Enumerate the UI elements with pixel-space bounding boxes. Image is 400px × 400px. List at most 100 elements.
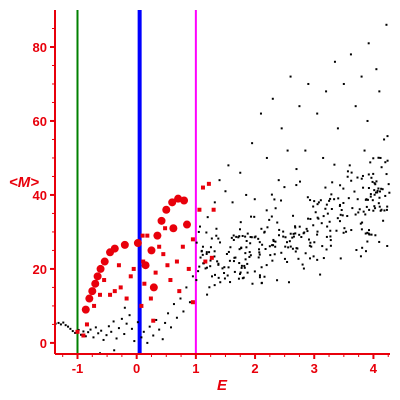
data-point bbox=[263, 275, 266, 278]
data-point bbox=[251, 142, 254, 145]
data-point bbox=[309, 218, 312, 221]
data-point-red-square bbox=[186, 266, 191, 271]
data-point bbox=[289, 232, 292, 235]
data-point bbox=[360, 177, 363, 180]
data-point bbox=[383, 138, 386, 141]
data-point bbox=[280, 251, 283, 254]
data-point bbox=[317, 201, 320, 204]
data-point bbox=[205, 251, 208, 254]
data-point bbox=[286, 260, 289, 263]
data-point bbox=[316, 203, 319, 206]
data-point bbox=[271, 259, 274, 262]
data-point-red-circle bbox=[100, 257, 109, 266]
data-point bbox=[280, 127, 283, 130]
data-point bbox=[265, 264, 268, 267]
data-point bbox=[161, 338, 164, 341]
data-point bbox=[218, 179, 221, 182]
data-point bbox=[228, 259, 231, 262]
data-point bbox=[289, 245, 292, 248]
data-point bbox=[238, 262, 241, 265]
data-point bbox=[379, 209, 382, 212]
data-point bbox=[128, 314, 131, 317]
data-point bbox=[284, 236, 287, 239]
data-point bbox=[304, 149, 307, 152]
data-point bbox=[322, 257, 325, 260]
data-point bbox=[349, 53, 352, 56]
data-point bbox=[185, 286, 188, 289]
data-point bbox=[215, 227, 218, 230]
data-point bbox=[361, 221, 364, 224]
data-point bbox=[148, 325, 151, 328]
data-point bbox=[239, 171, 242, 174]
data-point bbox=[223, 277, 226, 280]
data-point bbox=[80, 333, 83, 336]
data-point bbox=[357, 211, 360, 214]
data-point bbox=[378, 205, 381, 208]
data-point bbox=[329, 244, 332, 247]
data-point bbox=[319, 273, 322, 276]
y-tick-label: 20 bbox=[33, 262, 47, 277]
data-point bbox=[372, 172, 375, 175]
data-point bbox=[57, 321, 60, 324]
data-point bbox=[238, 228, 241, 231]
data-point bbox=[201, 253, 204, 256]
data-point bbox=[338, 220, 341, 223]
data-point bbox=[375, 180, 378, 183]
data-point-red-square bbox=[177, 289, 182, 294]
data-point-red-square bbox=[102, 278, 107, 283]
data-point bbox=[361, 246, 364, 249]
data-point bbox=[232, 238, 235, 241]
x-tick-label: 2 bbox=[251, 361, 258, 376]
data-point bbox=[266, 226, 269, 229]
data-point bbox=[376, 191, 379, 194]
data-point bbox=[381, 188, 384, 191]
data-point bbox=[326, 212, 329, 215]
x-tick-label: 3 bbox=[311, 361, 318, 376]
data-point-red-circle bbox=[169, 224, 178, 233]
data-point bbox=[329, 229, 332, 232]
data-point bbox=[260, 281, 263, 284]
data-point bbox=[263, 231, 266, 234]
data-point bbox=[365, 198, 368, 201]
data-point bbox=[231, 201, 234, 204]
data-point bbox=[197, 230, 200, 233]
data-point bbox=[133, 340, 136, 343]
data-point bbox=[367, 42, 370, 45]
data-point-red-square bbox=[131, 266, 136, 271]
data-point bbox=[217, 276, 220, 279]
data-point bbox=[321, 245, 324, 248]
data-point-red-circle bbox=[81, 305, 90, 314]
data-point bbox=[240, 264, 243, 267]
data-point bbox=[361, 174, 364, 177]
data-point bbox=[294, 225, 297, 228]
data-point bbox=[213, 273, 216, 276]
data-point-red-circle bbox=[141, 261, 150, 270]
data-point bbox=[232, 234, 235, 237]
data-point-red-square bbox=[92, 303, 97, 308]
data-point bbox=[206, 216, 209, 219]
data-point bbox=[274, 240, 277, 243]
data-point bbox=[175, 316, 178, 319]
data-point-red-circle bbox=[133, 239, 142, 248]
data-point bbox=[368, 229, 371, 232]
data-point bbox=[227, 250, 230, 253]
data-point bbox=[97, 332, 100, 335]
data-point bbox=[289, 75, 292, 78]
data-point bbox=[366, 198, 369, 201]
data-point bbox=[94, 326, 97, 329]
data-point bbox=[356, 198, 359, 201]
data-point bbox=[253, 198, 256, 201]
data-point bbox=[374, 234, 377, 237]
data-point bbox=[273, 253, 276, 256]
data-point bbox=[384, 194, 387, 197]
data-point bbox=[146, 341, 149, 344]
data-point bbox=[213, 250, 216, 253]
data-point bbox=[324, 186, 327, 189]
data-point-red-square bbox=[118, 285, 123, 290]
data-point-red-square bbox=[112, 289, 117, 294]
data-point bbox=[257, 256, 260, 259]
data-point bbox=[246, 262, 249, 265]
data-point-red-circle bbox=[149, 283, 158, 292]
axes bbox=[50, 10, 390, 359]
data-point-red-square bbox=[200, 185, 205, 190]
